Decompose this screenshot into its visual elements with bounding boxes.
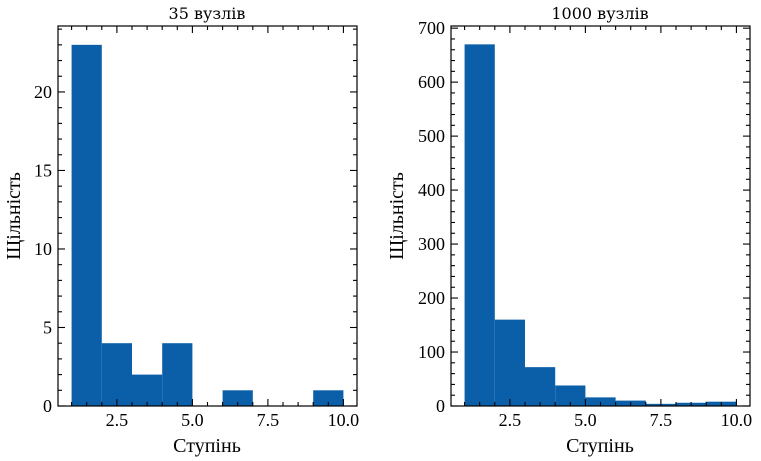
y-axis-label: Щільність xyxy=(3,172,25,260)
y-tick-label: 5 xyxy=(43,317,52,337)
x-tick-label: 2.5 xyxy=(106,410,129,430)
y-tick-label: 100 xyxy=(418,342,445,362)
y-tick-label: 700 xyxy=(418,18,445,38)
y-tick-label: 15 xyxy=(34,160,52,180)
histogram-bar xyxy=(524,367,556,406)
y-tick-label: 0 xyxy=(436,396,445,416)
x-tick-label: 7.5 xyxy=(650,410,673,430)
y-tick-label: 0 xyxy=(43,396,52,416)
tick-labels: 2.5 5.0 7.5 10.0 0 100 200 300 400 500 600 700 xyxy=(418,18,752,430)
y-tick-label: 300 xyxy=(418,234,445,254)
histogram-bar xyxy=(162,343,193,406)
histogram-bar xyxy=(313,390,344,406)
histogram-bar xyxy=(101,343,132,406)
subplot-title: 35 вузлів xyxy=(169,4,246,23)
ticks xyxy=(58,26,357,407)
histogram-bar xyxy=(494,319,525,406)
x-axis-label: Ступінь xyxy=(173,435,241,457)
x-tick-label: 10.0 xyxy=(328,410,360,430)
y-tick-label: 10 xyxy=(34,239,52,259)
bars xyxy=(71,44,344,406)
plot-frame xyxy=(450,25,751,407)
x-tick-label: 2.5 xyxy=(499,410,522,430)
x-tick-label: 5.0 xyxy=(574,410,597,430)
ticks xyxy=(451,26,750,407)
x-tick-label: 5.0 xyxy=(181,410,204,430)
subplot-1000-nodes: 1000 вузлів 2.5 5.0 7.5 10.0 0 100 200 300 400 50… xyxy=(386,4,752,457)
y-tick-label: 400 xyxy=(418,180,445,200)
y-axis-label: Щільність xyxy=(386,172,408,260)
histogram-bar xyxy=(71,44,102,406)
histogram-bar xyxy=(585,397,616,406)
plot-frame xyxy=(57,25,358,407)
y-tick-label: 500 xyxy=(418,126,445,146)
histogram-bar xyxy=(464,44,495,407)
y-tick-label: 200 xyxy=(418,288,445,308)
x-tick-label: 10.0 xyxy=(721,410,753,430)
y-tick-label: 600 xyxy=(418,72,445,92)
histogram-bar xyxy=(131,374,163,406)
histogram-bar xyxy=(555,385,586,406)
subplot-title: 1000 вузлів xyxy=(551,4,648,23)
bars xyxy=(464,44,737,407)
x-tick-label: 7.5 xyxy=(257,410,280,430)
x-axis-label: Ступінь xyxy=(566,435,634,457)
histogram-bar xyxy=(222,390,253,406)
tick-labels: 2.5 5.0 7.5 10.0 0 5 10 15 20 xyxy=(34,82,359,430)
y-tick-label: 20 xyxy=(34,82,52,102)
